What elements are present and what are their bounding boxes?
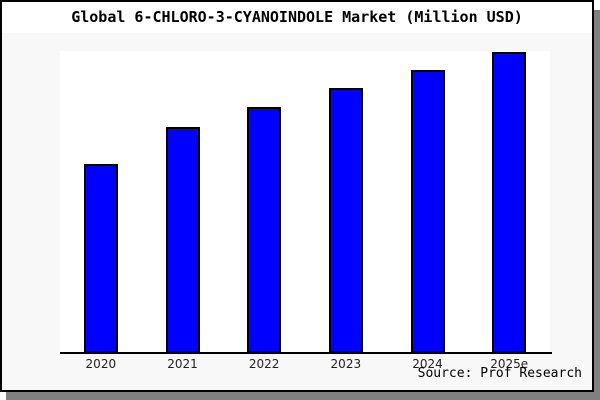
- x-axis-line: [60, 352, 552, 354]
- x-tick-label-2024: 2024: [412, 357, 443, 371]
- bar-2021: [165, 127, 200, 353]
- bar-2025e: [492, 52, 527, 353]
- x-tick-label-2023: 2023: [330, 357, 362, 371]
- x-tick-label-2020: 2020: [85, 357, 117, 371]
- chart-frame: Global 6-CHLORO-3-CYANOINDOLE Market (Mi…: [0, 0, 594, 392]
- x-tick-label-2021: 2021: [167, 357, 198, 371]
- plot-area: 2020 2021 2022 2023 2024 2025e: [60, 51, 552, 371]
- bar-2020: [83, 164, 118, 353]
- bar-2023: [328, 88, 363, 353]
- figure-area: 2020 2021 2022 2023 2024 2025e: [2, 33, 592, 390]
- source-credit: Source: Prof Research: [417, 366, 582, 381]
- bar-2024: [410, 70, 445, 353]
- chart-title: Global 6-CHLORO-3-CYANOINDOLE Market (Mi…: [71, 8, 523, 26]
- bar-2022: [247, 107, 282, 353]
- x-tick-label-2025e: 2025e: [490, 357, 529, 371]
- x-tick-label-2022: 2022: [248, 357, 280, 371]
